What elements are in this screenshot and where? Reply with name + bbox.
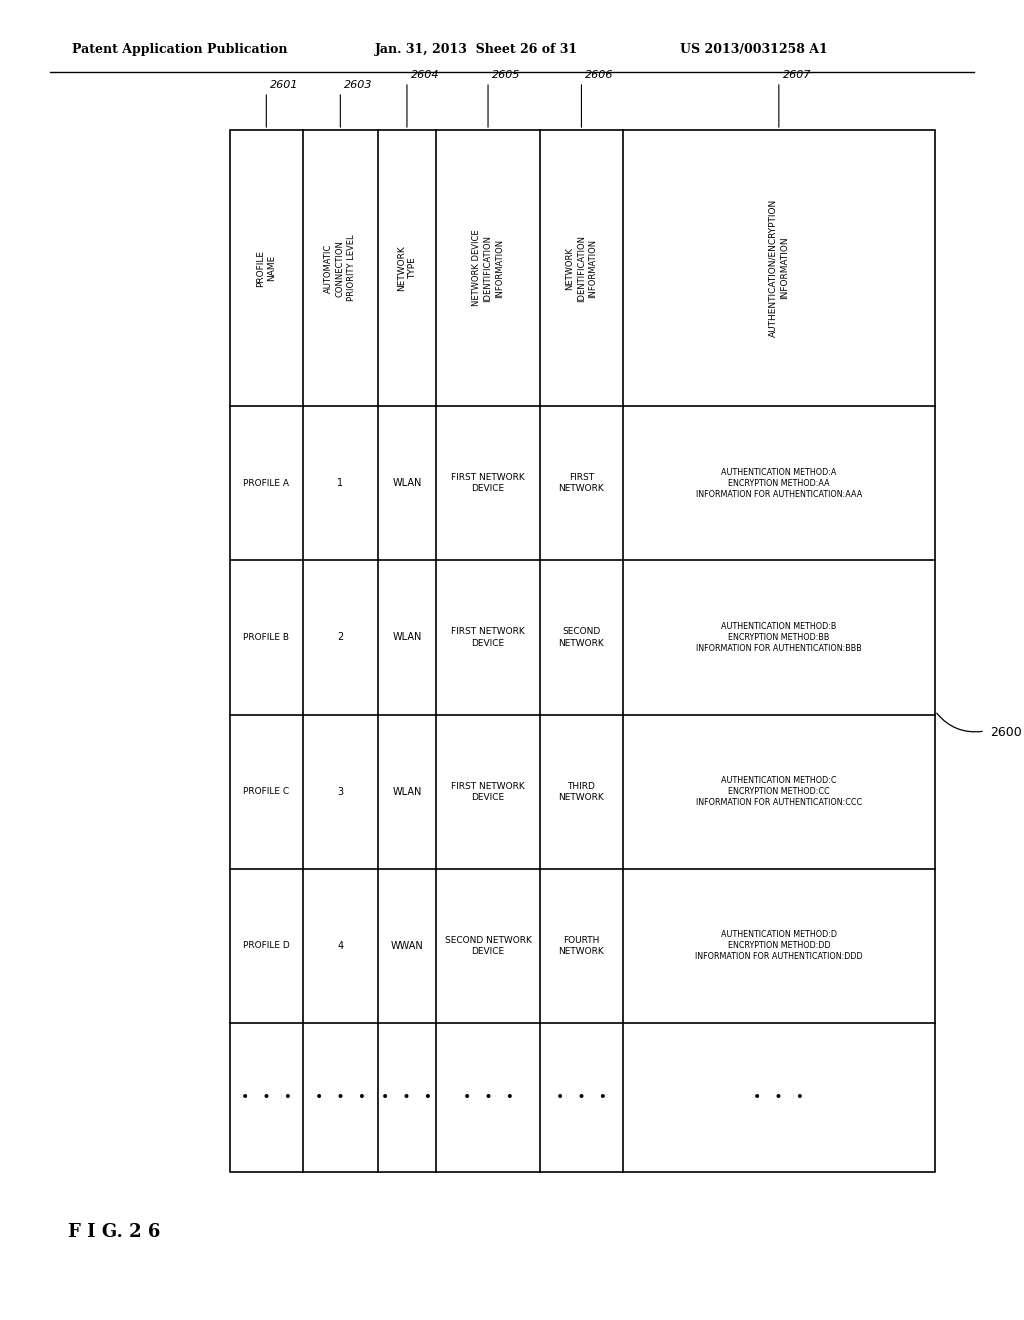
- Text: 1: 1: [337, 478, 343, 488]
- Text: AUTHENTICATION METHOD:D
ENCRYPTION METHOD:DD
INFORMATION FOR AUTHENTICATION:DDD: AUTHENTICATION METHOD:D ENCRYPTION METHO…: [695, 931, 862, 961]
- Text: NETWORK
IDENTIFICATION
INFORMATION: NETWORK IDENTIFICATION INFORMATION: [565, 235, 597, 301]
- Text: AUTHENTICATION METHOD:C
ENCRYPTION METHOD:CC
INFORMATION FOR AUTHENTICATION:CCC: AUTHENTICATION METHOD:C ENCRYPTION METHO…: [695, 776, 862, 808]
- Text: US 2013/0031258 A1: US 2013/0031258 A1: [680, 44, 827, 57]
- Text: THIRD
NETWORK: THIRD NETWORK: [558, 781, 604, 801]
- Text: PROFILE B: PROFILE B: [244, 634, 290, 642]
- Text: Jan. 31, 2013  Sheet 26 of 31: Jan. 31, 2013 Sheet 26 of 31: [375, 44, 579, 57]
- Text: •   •   •: • • •: [382, 1090, 432, 1105]
- Text: FIRST NETWORK
DEVICE: FIRST NETWORK DEVICE: [452, 781, 525, 801]
- Text: •   •   •: • • •: [314, 1090, 366, 1105]
- Text: NETWORK DEVICE
IDENTIFICATION
INFORMATION: NETWORK DEVICE IDENTIFICATION INFORMATIO…: [472, 230, 504, 306]
- Text: WLAN: WLAN: [392, 478, 422, 488]
- Bar: [230, 129, 935, 1172]
- Text: FIRST NETWORK
DEVICE: FIRST NETWORK DEVICE: [452, 627, 525, 648]
- Text: FOURTH
NETWORK: FOURTH NETWORK: [558, 936, 604, 956]
- Text: SECOND NETWORK
DEVICE: SECOND NETWORK DEVICE: [444, 936, 531, 956]
- Text: WLAN: WLAN: [392, 787, 422, 797]
- Text: WWAN: WWAN: [390, 941, 423, 950]
- Text: AUTHENTICATION METHOD:A
ENCRYPTION METHOD:AA
INFORMATION FOR AUTHENTICATION:AAA: AUTHENTICATION METHOD:A ENCRYPTION METHO…: [695, 467, 862, 499]
- Text: 2601: 2601: [270, 81, 299, 90]
- Text: •   •   •: • • •: [556, 1090, 607, 1105]
- Text: Patent Application Publication: Patent Application Publication: [72, 44, 288, 57]
- Text: PROFILE D: PROFILE D: [243, 941, 290, 950]
- Text: 2603: 2603: [344, 81, 373, 90]
- Text: F I G. 2 6: F I G. 2 6: [68, 1224, 161, 1241]
- Text: PROFILE
NAME: PROFILE NAME: [256, 249, 276, 286]
- Text: NETWORK
TYPE: NETWORK TYPE: [396, 246, 417, 290]
- Text: 3: 3: [337, 787, 343, 797]
- Text: •   •   •: • • •: [241, 1090, 292, 1105]
- Text: PROFILE A: PROFILE A: [244, 479, 290, 487]
- Text: 2606: 2606: [586, 70, 614, 81]
- Text: PROFILE C: PROFILE C: [244, 787, 290, 796]
- Text: AUTHENTICATION METHOD:B
ENCRYPTION METHOD:BB
INFORMATION FOR AUTHENTICATION:BBB: AUTHENTICATION METHOD:B ENCRYPTION METHO…: [696, 622, 862, 653]
- Text: •   •   •: • • •: [463, 1090, 513, 1105]
- Text: WLAN: WLAN: [392, 632, 422, 643]
- Text: •   •   •: • • •: [754, 1090, 804, 1105]
- Text: 2605: 2605: [492, 70, 520, 81]
- Text: 2604: 2604: [411, 70, 439, 81]
- Text: SECOND
NETWORK: SECOND NETWORK: [558, 627, 604, 648]
- Text: 2600: 2600: [990, 726, 1022, 739]
- Text: AUTOMATIC
CONNECTION
PRIORITY LEVEL: AUTOMATIC CONNECTION PRIORITY LEVEL: [325, 235, 356, 301]
- Text: 2: 2: [337, 632, 343, 643]
- Text: 4: 4: [337, 941, 343, 950]
- Text: FIRST
NETWORK: FIRST NETWORK: [558, 473, 604, 494]
- Text: AUTHENTICATION/ENCRYPTION
INFORMATION: AUTHENTICATION/ENCRYPTION INFORMATION: [769, 199, 790, 337]
- Text: FIRST NETWORK
DEVICE: FIRST NETWORK DEVICE: [452, 473, 525, 494]
- Text: 2607: 2607: [782, 70, 811, 81]
